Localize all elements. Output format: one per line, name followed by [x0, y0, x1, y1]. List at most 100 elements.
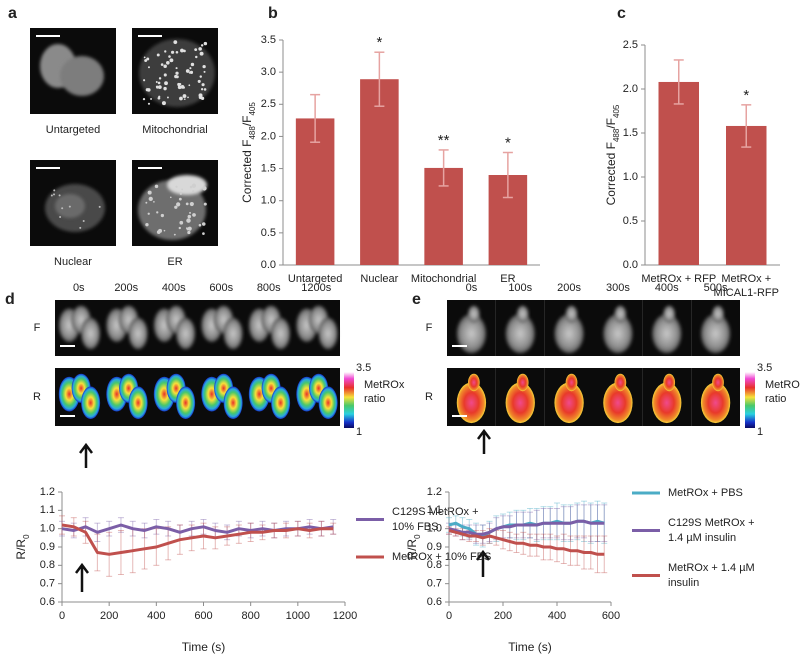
label-part: 0 [413, 534, 422, 539]
er [160, 213, 164, 218]
mito [175, 50, 179, 54]
mito [200, 88, 204, 91]
frame [642, 300, 692, 356]
cell [565, 305, 578, 323]
er [181, 188, 184, 191]
frame [292, 368, 340, 426]
mito [175, 75, 179, 79]
colorbar-min: 1 [757, 426, 763, 438]
mito [200, 96, 205, 101]
er [185, 202, 189, 206]
label-part: /F [604, 118, 618, 129]
er [187, 226, 192, 231]
frame [55, 368, 103, 426]
spot [50, 194, 53, 197]
colorbar-label: MetROx [765, 379, 800, 391]
label-part: 0 [22, 534, 31, 539]
cell [223, 317, 243, 350]
significance: * [376, 34, 382, 51]
mito [163, 73, 167, 77]
frame [102, 368, 150, 426]
cell [271, 317, 291, 350]
er [202, 186, 207, 191]
time-label: 200s [557, 282, 581, 294]
legend-label: C129S MetROx + 1.4 µM insulin [668, 517, 758, 544]
frame [544, 368, 594, 426]
cell [554, 314, 584, 354]
er [156, 211, 159, 214]
micrograph [30, 28, 116, 114]
cell [456, 314, 487, 354]
significance: * [743, 87, 749, 104]
mito [203, 70, 206, 73]
mito [156, 53, 160, 57]
y-tick-label: 0.8 [40, 559, 55, 571]
colorbar-label: ratio [765, 393, 786, 405]
panel-label: c [617, 5, 626, 22]
er [192, 190, 195, 193]
mito [182, 94, 187, 98]
bar [726, 125, 767, 266]
er [191, 183, 197, 188]
x-tick-label: 1000 [286, 610, 310, 622]
mito [197, 79, 201, 83]
er [189, 201, 194, 207]
spot [58, 194, 61, 197]
stimulus-arrow [476, 549, 490, 577]
y-tick-label: 0.5 [261, 227, 276, 239]
er [147, 212, 150, 215]
mito [155, 85, 159, 88]
er [174, 205, 178, 209]
mito [198, 93, 203, 98]
x-tick-label: Nuclear [360, 273, 398, 285]
er [154, 184, 159, 189]
y-tick-label: 1.2 [40, 486, 55, 498]
er [176, 202, 181, 207]
cell [60, 56, 104, 96]
image-caption: ER [167, 256, 182, 268]
x-tick-label: 400 [147, 610, 165, 622]
x-axis-label: Time (s) [508, 640, 552, 654]
cell [700, 382, 731, 424]
y-axis-label: Corrected F488/F405 [240, 102, 256, 203]
mito [158, 95, 161, 98]
mito [180, 85, 185, 89]
spot [59, 215, 62, 218]
cell [128, 317, 148, 350]
mito [158, 85, 162, 89]
y-tick-label: 1.0 [261, 195, 276, 207]
cell [467, 305, 480, 323]
er [169, 196, 172, 199]
frame [245, 300, 293, 356]
mito [187, 96, 189, 99]
mito [185, 69, 190, 73]
x-tick-label: 0 [446, 610, 452, 622]
cell [712, 305, 724, 323]
er [179, 220, 184, 225]
er [202, 232, 205, 235]
cell [614, 305, 627, 323]
y-tick-label: 0.8 [427, 559, 442, 571]
cell [663, 305, 676, 323]
frame [102, 300, 150, 356]
legend-label: MetROx + 1.4 µM insulin [668, 562, 758, 589]
x-tick-label: Mitochondrial [411, 273, 476, 285]
mito [157, 81, 161, 85]
er [186, 218, 191, 223]
mito [175, 67, 178, 70]
mito [188, 72, 191, 74]
frame [245, 368, 293, 426]
er [145, 222, 149, 227]
er [198, 223, 202, 227]
mito [143, 56, 146, 59]
significance: ** [438, 132, 450, 149]
mito [203, 41, 208, 46]
row-label: F [426, 322, 433, 334]
cell [505, 314, 535, 354]
x-axis-label: Time (s) [182, 640, 226, 654]
mito [195, 55, 198, 59]
y-tick-label: 1.1 [427, 504, 442, 516]
er [156, 230, 161, 234]
cell [456, 382, 487, 424]
